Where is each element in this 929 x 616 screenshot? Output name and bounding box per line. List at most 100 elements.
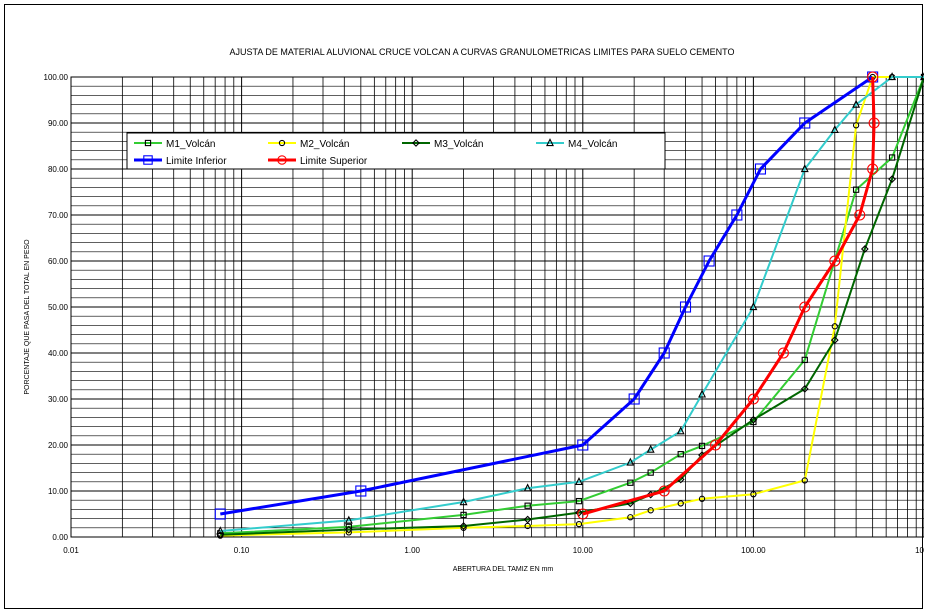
marker-circle xyxy=(852,122,860,129)
marker-triangle xyxy=(523,483,532,492)
legend-item: M4_Volcán xyxy=(536,138,617,150)
marker-square xyxy=(677,451,684,458)
y-tick-label: 80.00 xyxy=(48,165,69,174)
marker-square xyxy=(144,139,152,147)
marker-square xyxy=(799,117,811,129)
marker-circle xyxy=(867,163,879,175)
marker-diamond xyxy=(888,175,896,183)
series-line xyxy=(220,76,924,532)
chart-title: AJUSTA DE MATERIAL ALUVIONAL CRUCE VOLCA… xyxy=(230,47,735,57)
marker-circle xyxy=(750,491,757,498)
marker-triangle xyxy=(646,444,655,453)
marker-circle xyxy=(698,495,706,502)
x-tick-label: 10.00 xyxy=(573,546,594,555)
marker-diamond xyxy=(860,245,869,253)
marker-square xyxy=(524,502,531,509)
marker-square xyxy=(754,163,767,175)
series-line xyxy=(220,76,924,536)
marker-circle xyxy=(627,514,634,521)
series-line xyxy=(220,76,924,535)
marker-square xyxy=(888,154,896,161)
y-tick-label: 60.00 xyxy=(48,257,69,266)
marker-circle xyxy=(801,477,808,484)
y-tick-label: 90.00 xyxy=(48,119,69,128)
legend-label: Limite Inferior xyxy=(166,156,227,167)
series-4 xyxy=(216,72,924,535)
legend-item: Limite Superior xyxy=(268,155,368,167)
legend-item: M2_Volcán xyxy=(268,139,349,150)
marker-diamond xyxy=(523,515,532,524)
x-tick-label: 0.10 xyxy=(234,546,250,555)
marker-diamond xyxy=(575,508,583,517)
x-axis-label: ABERTURA DEL TAMIZ EN mm xyxy=(453,566,554,573)
marker-circle xyxy=(868,117,880,129)
marker-square xyxy=(355,485,367,497)
chart-frame: AJUSTA DE MATERIAL ALUVIONAL CRUCE VOLCA… xyxy=(4,4,924,609)
tick-labels: 0.01 0.10 1.00 10.00 100.00 1000 0.00 10.00 20.0… xyxy=(44,73,924,555)
marker-square xyxy=(703,255,715,267)
marker-triangle xyxy=(698,389,707,398)
marker-circle xyxy=(777,347,789,359)
series-lines xyxy=(214,71,924,539)
legend-label: M3_Volcán xyxy=(434,139,483,150)
y-tick-label: 20.00 xyxy=(48,441,69,450)
legend: M1_Volcán M2_Volcán M3_Volcán M4_Volcán Limi… xyxy=(126,132,666,170)
y-tick-label: 70.00 xyxy=(48,211,69,220)
marker-triangle xyxy=(459,497,468,506)
y-tick-label: 10.00 xyxy=(48,487,69,496)
marker-square xyxy=(575,497,583,505)
series-line xyxy=(582,76,876,516)
marker-diamond xyxy=(459,522,468,530)
marker-square xyxy=(627,479,634,486)
y-tick-label: 100.00 xyxy=(44,73,69,82)
marker-triangle xyxy=(216,526,225,535)
marker-circle xyxy=(647,507,654,514)
legend-box xyxy=(126,132,666,170)
legend-item: Limite Inferior xyxy=(134,155,227,167)
legend-label: M2_Volcán xyxy=(300,139,349,150)
marker-diamond xyxy=(800,385,809,393)
marker-circle xyxy=(278,139,286,147)
marker-circle xyxy=(747,393,759,405)
marker-circle xyxy=(799,301,811,313)
marker-circle xyxy=(867,71,879,83)
marker-square xyxy=(143,155,153,165)
marker-diamond xyxy=(344,525,353,534)
marker-circle xyxy=(831,323,838,330)
marker-diamond xyxy=(749,415,758,424)
marker-square xyxy=(214,508,226,520)
marker-square xyxy=(460,511,467,519)
marker-square xyxy=(577,439,589,451)
y-tick-label: 50.00 xyxy=(48,303,69,312)
y-tick-label: 0.00 xyxy=(52,533,68,542)
marker-triangle xyxy=(830,125,839,134)
series-6 xyxy=(577,71,880,520)
marker-circle xyxy=(575,520,583,528)
x-tick-label: 1.00 xyxy=(404,546,420,555)
marker-triangle xyxy=(575,476,583,485)
marker-triangle xyxy=(546,138,554,147)
legend-label: Limite Superior xyxy=(300,156,368,167)
marker-square xyxy=(698,442,706,450)
x-tick-label: 100.00 xyxy=(741,546,766,555)
legend-label: M1_Volcán xyxy=(166,139,215,150)
marker-triangle xyxy=(888,72,897,81)
marker-diamond xyxy=(412,139,420,147)
marker-circle xyxy=(277,155,287,165)
marker-triangle xyxy=(344,515,353,524)
marker-triangle xyxy=(626,457,635,466)
marker-triangle xyxy=(852,99,861,108)
y-axis-label: PORCENTAJE QUE PASA DEL TOTAL EN PESO xyxy=(24,239,31,395)
marker-triangle xyxy=(749,302,758,311)
marker-triangle xyxy=(800,164,809,173)
x-tick-label: 0.01 xyxy=(63,546,79,555)
marker-square xyxy=(679,301,692,313)
marker-circle xyxy=(854,209,866,221)
marker-circle xyxy=(829,255,841,267)
y-tick-label: 40.00 xyxy=(48,349,69,358)
marker-diamond xyxy=(830,336,839,344)
marker-square xyxy=(852,186,860,193)
marker-square xyxy=(658,347,670,359)
marker-square xyxy=(731,209,743,221)
marker-square xyxy=(801,356,808,364)
